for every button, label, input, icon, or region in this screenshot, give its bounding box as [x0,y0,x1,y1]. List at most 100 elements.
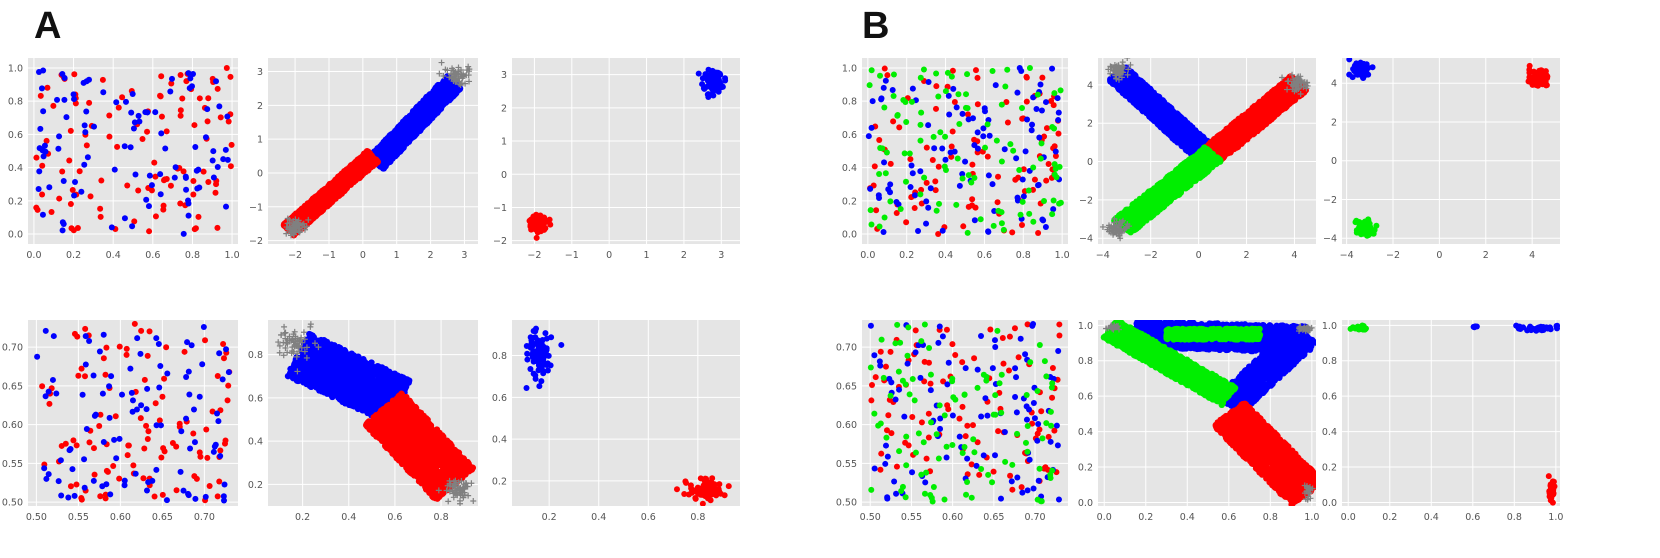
data-point [141,445,148,452]
data-point [129,397,136,404]
data-point [215,418,222,425]
data-point [113,455,120,462]
data-point [42,148,49,155]
data-point [36,168,43,175]
data-point [179,95,186,102]
data-point [298,206,305,213]
data-point [404,136,412,144]
x-tick-label: 0.6 [145,250,160,261]
data-point [214,224,221,231]
data-point [143,422,150,429]
data-point [161,177,168,184]
data-point [91,471,98,478]
data-point [395,132,403,139]
data-point [709,84,716,91]
data-point [190,430,197,437]
y-tick-label: 0.65 [2,381,23,392]
data-point [451,72,458,79]
data-point [68,225,75,232]
data-point [57,457,64,464]
data-point [164,370,171,377]
data-point [161,448,168,455]
data-point [700,85,707,92]
data-point [204,118,211,125]
data-point [695,70,702,77]
data-point [227,73,234,80]
data-point [221,481,228,488]
data-point [466,66,473,73]
data-point [167,88,174,95]
data-point [193,475,200,482]
data-point [380,151,387,159]
data-point [49,376,56,383]
data-point [155,341,162,348]
data-point [139,135,146,142]
data-point [148,182,155,189]
data-point [326,199,334,207]
data-point [366,163,373,170]
data-point [177,112,184,119]
data-point [183,186,190,193]
data-point [177,72,184,79]
data-point [710,88,717,95]
data-point [183,374,190,381]
data-point [98,177,105,184]
data-point [122,98,129,105]
data-point [424,117,432,125]
data-point [35,185,42,192]
data-point [420,122,427,129]
x-tick-label: 0.60 [110,512,131,523]
data-point [146,228,153,235]
data-point [190,406,197,413]
data-point [108,373,115,380]
data-point [214,493,221,500]
data-point [146,328,153,335]
data-point [43,475,50,482]
data-point [110,462,117,469]
data-point [220,156,227,163]
chart-a-r2c1: 0.50 0.55 0.60 0.65 0.700.500.550.600.650.70 [2,320,238,523]
data-point [458,66,465,73]
data-point [135,112,142,119]
data-point [81,456,88,463]
data-point [151,159,158,166]
data-point [34,353,41,360]
data-point [136,118,143,125]
data-point [452,77,459,84]
data-point [283,230,290,237]
data-point [362,149,369,157]
x-tick-label: −2 [288,250,302,261]
data-point [96,348,103,355]
data-point [75,372,82,379]
data-point [388,131,396,139]
data-point [90,123,97,130]
data-points [526,66,729,241]
data-point [153,335,160,342]
x-tick-label: 0.8 [185,250,200,261]
data-point [140,475,147,482]
data-point [205,95,212,102]
data-point [205,179,212,186]
data-point [69,186,76,193]
data-point [129,223,136,230]
data-point [143,196,150,203]
data-point [217,453,224,460]
data-point [178,428,185,435]
data-point [134,335,141,342]
data-point [121,482,128,489]
data-point [460,72,467,79]
data-point [452,68,459,75]
data-point [203,426,210,433]
data-point [66,447,73,454]
data-point [70,91,77,98]
data-point [424,110,432,117]
y-tick-label: 0.50 [2,498,23,509]
data-point [102,491,109,498]
series-blue [284,330,413,426]
data-point [157,191,164,198]
data-point [146,172,153,179]
data-point [190,191,197,198]
y-tick-label: 0.2 [8,196,23,207]
